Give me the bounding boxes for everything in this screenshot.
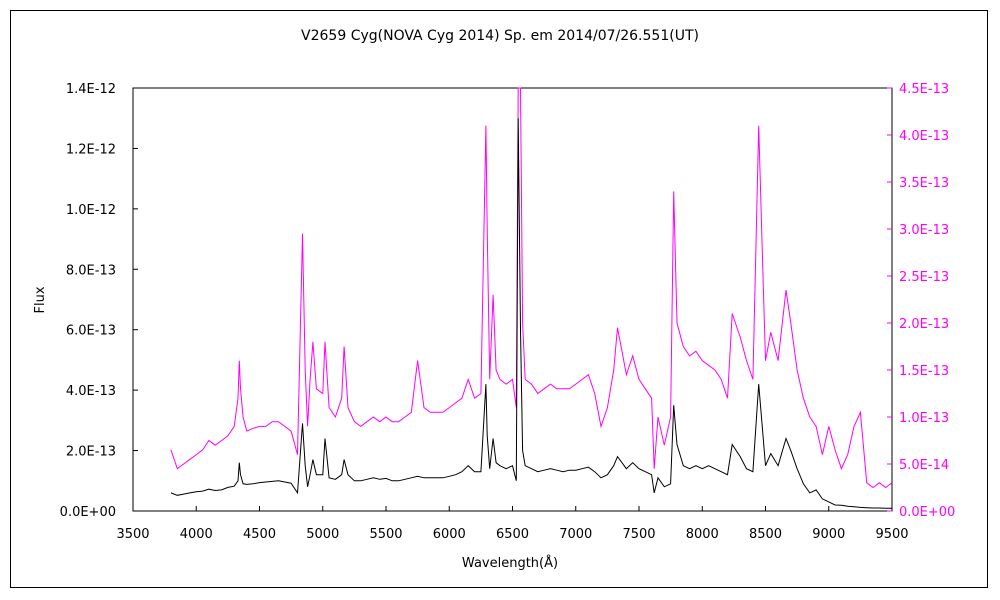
y2-tick-label: 4.0E-13 xyxy=(899,129,949,144)
y-tick-label: 1.2E-12 xyxy=(66,142,116,157)
y2-tick-label: 3.5E-13 xyxy=(899,176,949,191)
x-tick-label: 5000 xyxy=(306,527,339,542)
x-tick-label: 6500 xyxy=(496,527,529,542)
series-line-black xyxy=(170,118,892,509)
y-tick-label: 0.0E+00 xyxy=(60,505,116,520)
x-tick-label: 9500 xyxy=(875,527,908,542)
plot-area xyxy=(132,87,893,512)
x-tick-label: 6000 xyxy=(433,527,466,542)
y2-tick-label: 5.0E-14 xyxy=(899,458,949,473)
y-tick-label: 1.0E-12 xyxy=(66,203,116,218)
x-tick-label: 8500 xyxy=(749,527,782,542)
x-axis-label: Wavelength(Å) xyxy=(462,555,558,571)
x-tick-label: 4000 xyxy=(180,527,213,542)
x-tick-label: 4500 xyxy=(243,527,276,542)
y2-tick-label: 4.5E-13 xyxy=(899,82,949,97)
y-tick-label: 6.0E-13 xyxy=(66,324,116,339)
y-tick-label: 8.0E-13 xyxy=(66,263,116,278)
x-tick-label: 8000 xyxy=(686,527,719,542)
x-tick-label: 3500 xyxy=(116,527,149,542)
x-tick-label: 5500 xyxy=(369,527,402,542)
y-tick-label: 1.4E-12 xyxy=(66,82,116,97)
x-tick-label: 7500 xyxy=(622,527,655,542)
y2-tick-label: 1.5E-13 xyxy=(899,364,949,379)
y-axis-label: Flux xyxy=(33,286,48,313)
series-line-magenta xyxy=(170,87,893,489)
y2-tick-label: 2.0E-13 xyxy=(899,317,949,332)
x-axis: 3500 4000 4500 5000 5500 6000 6500 7000 7500 8000… xyxy=(116,506,909,542)
y-tick-label: 4.0E-13 xyxy=(66,384,116,399)
y2-tick-label: 0.0E+00 xyxy=(899,505,955,520)
chart-title: V2659 Cyg(NOVA Cyg 2014) Sp. em 2014/07/… xyxy=(301,28,699,44)
x-tick-label: 7000 xyxy=(559,527,592,542)
chart-frame xyxy=(10,10,988,588)
x-tick-label: 9000 xyxy=(812,527,845,542)
y-tick-label: 2.0E-13 xyxy=(66,445,116,460)
y2-tick-label: 1.0E-13 xyxy=(899,411,949,426)
y-axis-right: 0.0E+00 5.0E-14 1.0E-13 1.5E-13 2.0E-13 2.5E-… xyxy=(887,82,955,520)
y2-tick-label: 2.5E-13 xyxy=(899,270,949,285)
y-axis-left: 0.0E+00 2.0E-13 4.0E-13 6.0E-13 8.0E-13 1.0E-… xyxy=(60,82,138,520)
y2-tick-label: 3.0E-13 xyxy=(899,223,949,238)
